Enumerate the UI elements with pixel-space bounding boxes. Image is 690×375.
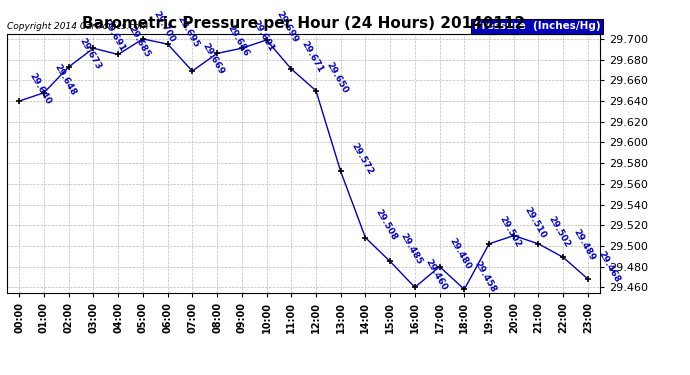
Text: 29.489: 29.489 bbox=[571, 227, 597, 262]
Title: Barometric Pressure per Hour (24 Hours) 20140112: Barometric Pressure per Hour (24 Hours) … bbox=[82, 16, 525, 31]
Text: 29.700: 29.700 bbox=[151, 9, 177, 44]
Text: 29.699: 29.699 bbox=[275, 10, 300, 45]
Text: 29.669: 29.669 bbox=[201, 41, 226, 76]
Text: 29.691: 29.691 bbox=[101, 18, 127, 53]
Text: 29.671: 29.671 bbox=[299, 39, 325, 74]
Text: 29.640: 29.640 bbox=[28, 71, 52, 106]
Text: Pressure  (Inches/Hg): Pressure (Inches/Hg) bbox=[473, 21, 600, 31]
Text: 29.468: 29.468 bbox=[596, 249, 622, 284]
Text: 29.508: 29.508 bbox=[374, 208, 399, 242]
Text: 29.485: 29.485 bbox=[398, 231, 424, 266]
Text: 29.686: 29.686 bbox=[226, 24, 250, 58]
Text: 29.695: 29.695 bbox=[176, 14, 201, 49]
Text: 29.691: 29.691 bbox=[250, 18, 275, 53]
Text: 29.673: 29.673 bbox=[77, 37, 102, 72]
Text: 29.648: 29.648 bbox=[52, 63, 77, 98]
Text: 29.460: 29.460 bbox=[423, 258, 448, 292]
Text: 29.650: 29.650 bbox=[324, 61, 349, 96]
Text: 29.510: 29.510 bbox=[522, 206, 547, 240]
Text: 29.458: 29.458 bbox=[473, 260, 498, 294]
Text: Copyright 2014 Cartronics.com: Copyright 2014 Cartronics.com bbox=[7, 22, 148, 31]
Text: 29.502: 29.502 bbox=[497, 214, 522, 249]
Text: 29.572: 29.572 bbox=[349, 141, 374, 176]
Text: 29.502: 29.502 bbox=[546, 214, 572, 249]
Text: 29.685: 29.685 bbox=[126, 25, 152, 59]
Text: 29.480: 29.480 bbox=[448, 237, 473, 272]
